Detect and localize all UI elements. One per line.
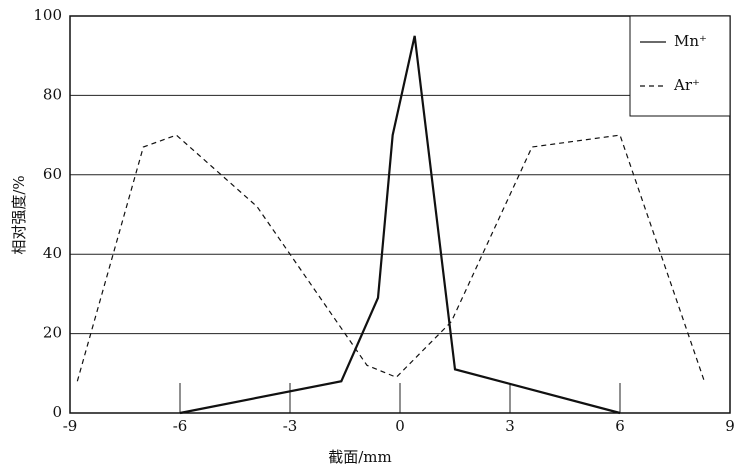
- x-tick-label: 3: [505, 417, 515, 435]
- y-tick-label: 20: [43, 324, 62, 342]
- x-axis-label: 截面/mm: [328, 448, 392, 466]
- legend-label: Mn⁺: [674, 32, 707, 50]
- x-tick-label: -9: [63, 417, 78, 435]
- y-tick-label: 40: [43, 244, 62, 262]
- x-tick-label: 6: [615, 417, 625, 435]
- x-tick-label: 0: [395, 417, 405, 435]
- x-tick-label: 9: [725, 417, 735, 435]
- y-axis-label: 相对强度/%: [10, 175, 28, 254]
- legend-box: [629, 15, 731, 117]
- x-tick-label: -6: [173, 417, 188, 435]
- series-line: [76, 134, 705, 382]
- y-tick-label: 100: [33, 6, 62, 24]
- x-tick-label: -3: [283, 417, 298, 435]
- plot-frame: [69, 15, 731, 414]
- y-tick-label: 80: [43, 85, 62, 103]
- y-tick-label: 0: [52, 403, 62, 421]
- legend-label: Ar⁺: [673, 76, 700, 94]
- y-tick-label: 60: [43, 165, 62, 183]
- series-line: [179, 35, 621, 415]
